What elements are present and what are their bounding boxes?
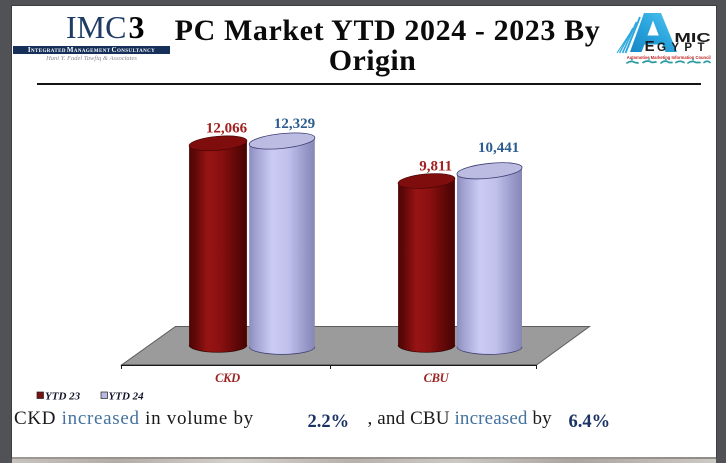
- svg-text:E: E: [645, 38, 655, 55]
- svg-text:CKD: CKD: [215, 371, 240, 385]
- svg-text:MIC: MIC: [674, 30, 711, 45]
- svg-text:12,329: 12,329: [274, 116, 315, 132]
- svg-text:YTD 24: YTD 24: [109, 391, 145, 403]
- svg-text:9,811: 9,811: [419, 159, 452, 175]
- svg-text:CBU: CBU: [424, 371, 450, 385]
- svg-text:10,441: 10,441: [478, 140, 519, 156]
- svg-text:YTD 23: YTD 23: [45, 391, 81, 403]
- svg-text:12,066: 12,066: [206, 121, 248, 137]
- svg-text:Automotive Marketing Informati: Automotive Marketing Information Council: [627, 55, 711, 60]
